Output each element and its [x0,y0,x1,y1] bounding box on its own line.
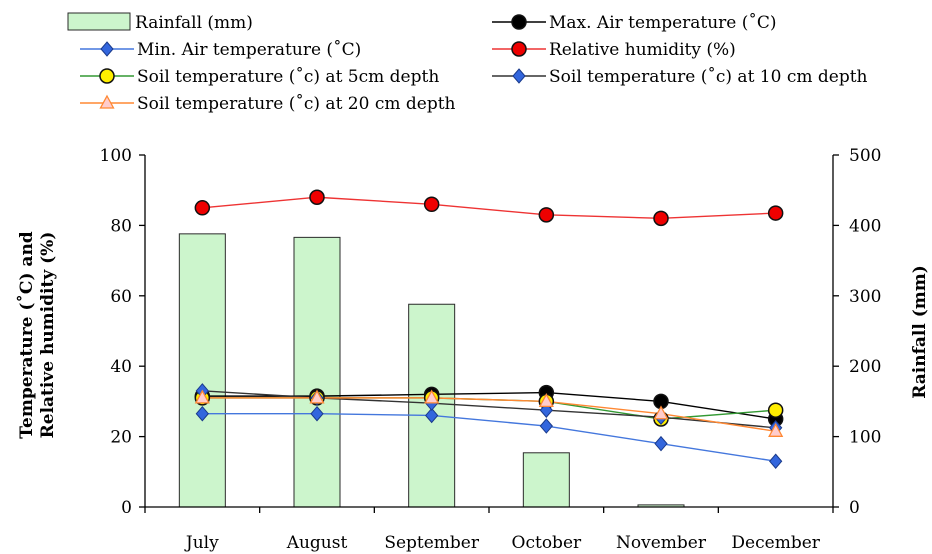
legend-label: Soil temperature (˚c) at 20 cm depth [137,94,456,114]
legend-marker [100,41,114,57]
series-marker [425,407,439,424]
legend-label: Min. Air temperature (˚C) [137,40,361,60]
series-line [202,196,776,220]
left-axis-title-line1: Temperature (˚C) and [16,231,37,438]
series-marker [538,207,555,223]
x-tick-label: November [616,533,707,553]
series-marker [194,200,211,216]
series-marker [768,422,784,437]
series-marker [195,405,209,422]
series-line [202,397,776,420]
x-tick-label: October [512,533,582,553]
x-tick-label: August [286,533,348,553]
series-marker [309,189,325,205]
series-marker [309,389,325,404]
rainfall-bar [178,233,226,508]
legend-marker [511,14,527,30]
x-tick-label: December [731,533,820,553]
legend-marker [99,94,115,109]
left-tick-label: 60 [110,287,132,307]
left-axis-title-line2: Relative humidity (%) [38,232,58,439]
legend-marker [512,68,526,84]
right-tick-label: 500 [849,146,881,166]
legend-label: Max. Air temperature (˚C) [549,13,777,33]
legend: Rainfall (mm) Max. Air temperature (˚C) Mi… [67,12,868,114]
rainfall-bar [293,236,341,508]
series-marker [769,453,783,470]
left-tick-label: 80 [110,216,132,236]
x-tick-label: September [384,533,480,553]
right-tick-label: 200 [849,357,881,377]
legend-label: Soil temperature (˚c) at 10 cm depth [549,67,868,87]
legend-swatch-rainfall [67,12,131,31]
x-tick-label: July [184,533,219,553]
series-marker [538,393,554,408]
rainfall-bars [178,233,685,508]
legend-marker [99,68,115,84]
right-axis-title: Rainfall (mm) [910,265,930,399]
legend-marker [511,41,527,57]
rainfall-bar [522,452,570,508]
left-tick-label: 100 [100,146,132,166]
series-marker [539,418,553,434]
series-marker [767,402,784,418]
series-marker [654,435,668,452]
series-line [202,397,776,433]
axes: 0 20 40 60 80 100 0 100 200 300 400 500 July August Se… [100,146,882,553]
right-tick-label: 400 [849,216,881,236]
series-marker [653,405,669,420]
series-marker [653,210,669,227]
series-marker [767,205,784,221]
left-tick-label: 40 [110,357,132,377]
legend-label: Soil temperature (˚c) at 5cm depth [137,67,439,87]
left-tick-label: 20 [110,428,132,448]
series-marker [194,389,210,404]
right-tick-label: 300 [849,287,881,307]
series-marker [310,405,324,422]
right-tick-label: 100 [849,428,881,448]
left-tick-label: 0 [121,498,132,518]
legend-label: Relative humidity (%) [549,40,736,60]
series-marker [424,389,440,404]
legend-label: Rainfall (mm) [135,13,253,33]
line-series [194,189,784,470]
series-line [202,413,776,462]
series-marker [423,196,440,213]
series-line [202,390,776,429]
right-tick-label: 0 [849,498,860,518]
